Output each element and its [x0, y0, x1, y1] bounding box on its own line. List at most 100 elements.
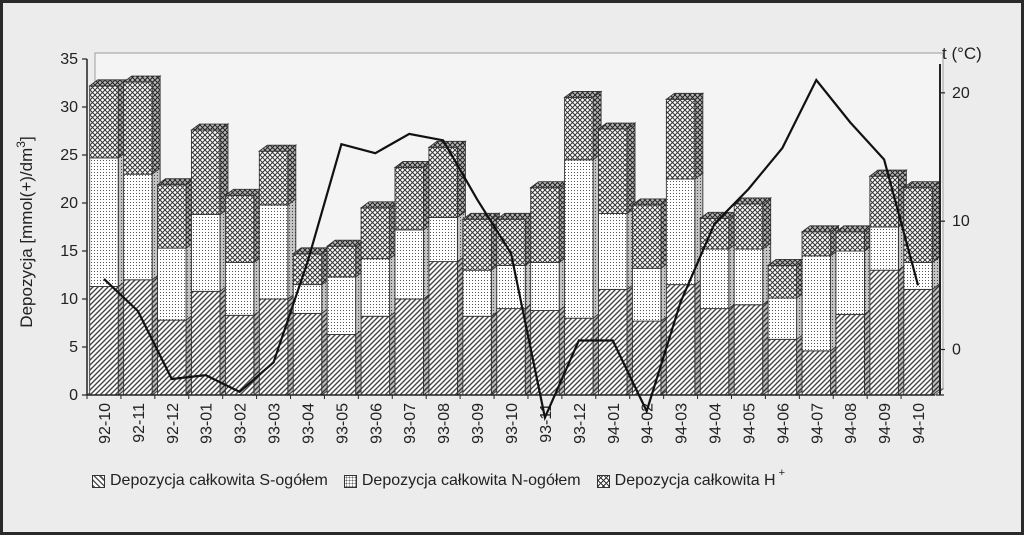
bar-segment-n	[564, 159, 594, 319]
x-tick-label: 93-01	[199, 403, 216, 444]
bar-top	[597, 122, 637, 130]
bar-94-05	[732, 197, 773, 396]
bar-segment-n	[462, 269, 492, 317]
bar-segment-h	[394, 167, 424, 231]
bar-segment-h	[733, 203, 764, 250]
bar-93-01	[190, 123, 230, 396]
bar-side-h	[151, 75, 161, 176]
temperature-line-group	[103, 77, 920, 422]
bar-segment-h	[360, 207, 391, 260]
y2-tick-label: 20	[952, 85, 970, 102]
x-tick-label: 92-10	[97, 403, 114, 444]
bar-segment-h	[598, 128, 628, 215]
bar-top	[800, 225, 840, 233]
bar-segment-n	[801, 255, 831, 352]
bar-segment-n	[326, 276, 357, 335]
bar-segment-s	[835, 313, 865, 396]
bar-segment-n	[360, 258, 391, 317]
bar-side-h	[762, 197, 772, 250]
y-tick-label: 30	[60, 99, 78, 116]
x-tick-label: 93-03	[267, 403, 284, 444]
x-tick-label: 93-09	[470, 403, 487, 444]
bar-segment-h	[326, 245, 357, 278]
bar-top	[461, 212, 501, 220]
bar-93-12	[563, 90, 603, 396]
bar-94-08	[834, 224, 874, 396]
legend-item-s: Depozycja całkowita S-ogółem	[92, 472, 328, 490]
bar-segment-h	[869, 175, 899, 228]
bar-segment-s	[292, 312, 323, 396]
y-tick-label: 15	[60, 243, 78, 260]
bar-segment-s	[496, 308, 526, 396]
bar-top	[732, 197, 773, 205]
x-tick-label: 93-04	[300, 403, 317, 444]
bar-segment-s	[326, 334, 357, 396]
x-tick-label: 94-06	[775, 403, 792, 444]
bar-segment-h	[801, 231, 831, 257]
y-tick-label: 0	[69, 387, 78, 404]
bar-segment-h	[258, 150, 289, 206]
bar-segment-s	[428, 261, 458, 396]
bar-94-04	[698, 211, 739, 396]
bar-segment-n	[598, 213, 628, 290]
bar-segment-h	[530, 187, 560, 263]
bar-93-04	[291, 246, 332, 396]
bar-94-01	[597, 122, 637, 396]
bar-segment-s	[123, 279, 153, 396]
bar-side-h	[287, 144, 297, 206]
bar-93-02	[224, 188, 264, 396]
bar-top	[257, 144, 298, 152]
bar-segment-h	[157, 184, 187, 249]
bar-segment-n	[428, 216, 458, 263]
bar-94-02	[631, 198, 671, 396]
x-tick-label: 94-08	[843, 403, 860, 444]
x-tick-label: 92-12	[165, 403, 182, 444]
x-tick-label: 94-09	[877, 403, 894, 444]
bar-segment-s	[699, 308, 730, 396]
bar-segment-s	[89, 286, 119, 396]
x-tick-label: 94-02	[640, 403, 657, 444]
y2-tick-label: 10	[952, 213, 970, 230]
bar-segment-n	[733, 248, 764, 306]
y-tick-label: 25	[60, 147, 78, 164]
x-tick-label: 93-11	[538, 403, 555, 443]
bar-segment-s	[394, 298, 424, 396]
bar-segment-n	[767, 297, 798, 340]
x-tick-label: 93-05	[334, 403, 351, 444]
x-tick-label: 94-01	[606, 403, 623, 444]
x-tick-label: 93-12	[572, 403, 589, 444]
bar-segment-n	[530, 262, 560, 311]
bar-segment-n	[224, 262, 255, 316]
bar-93-08	[427, 140, 467, 396]
x-tick-label: 94-05	[741, 403, 758, 444]
bar-94-03	[665, 92, 705, 396]
bar-segment-s	[631, 320, 662, 396]
bar-segment-n	[665, 178, 696, 286]
legend-swatch-s	[92, 474, 105, 488]
bar-side-h	[626, 122, 636, 215]
bar-segment-h	[462, 218, 492, 271]
bar-93-03	[257, 144, 298, 396]
bar-93-06	[359, 200, 399, 396]
bar-segment-n	[157, 247, 187, 321]
y2-axis-title: t (°C)	[942, 44, 982, 63]
x-tick-label: 94-07	[809, 403, 826, 444]
bar-segment-s	[462, 315, 492, 396]
bar-segment-n	[835, 250, 865, 315]
legend-label-h-superscript: +	[778, 467, 786, 479]
bar-segment-n	[869, 226, 899, 271]
bar-93-05	[325, 239, 365, 396]
y-tick-label: 10	[60, 291, 78, 308]
x-tick-label: 92-11	[131, 403, 148, 443]
y-tick-label: 5	[69, 339, 78, 356]
axes: 0 5 10 15 20 25 30 35 0 10 20 92-10 92-11 92-12 93-01 9…	[60, 51, 970, 444]
bar-side-h	[456, 140, 466, 219]
bar-segment-n	[258, 204, 289, 300]
bar-segment-n	[394, 229, 424, 300]
bar-segment-n	[89, 157, 119, 287]
y2-tick-label: 0	[952, 342, 961, 359]
legend-label-h: Depozycja całkowita H	[614, 472, 776, 489]
bar-segment-h	[191, 129, 221, 215]
bar-segment-s	[733, 304, 764, 396]
